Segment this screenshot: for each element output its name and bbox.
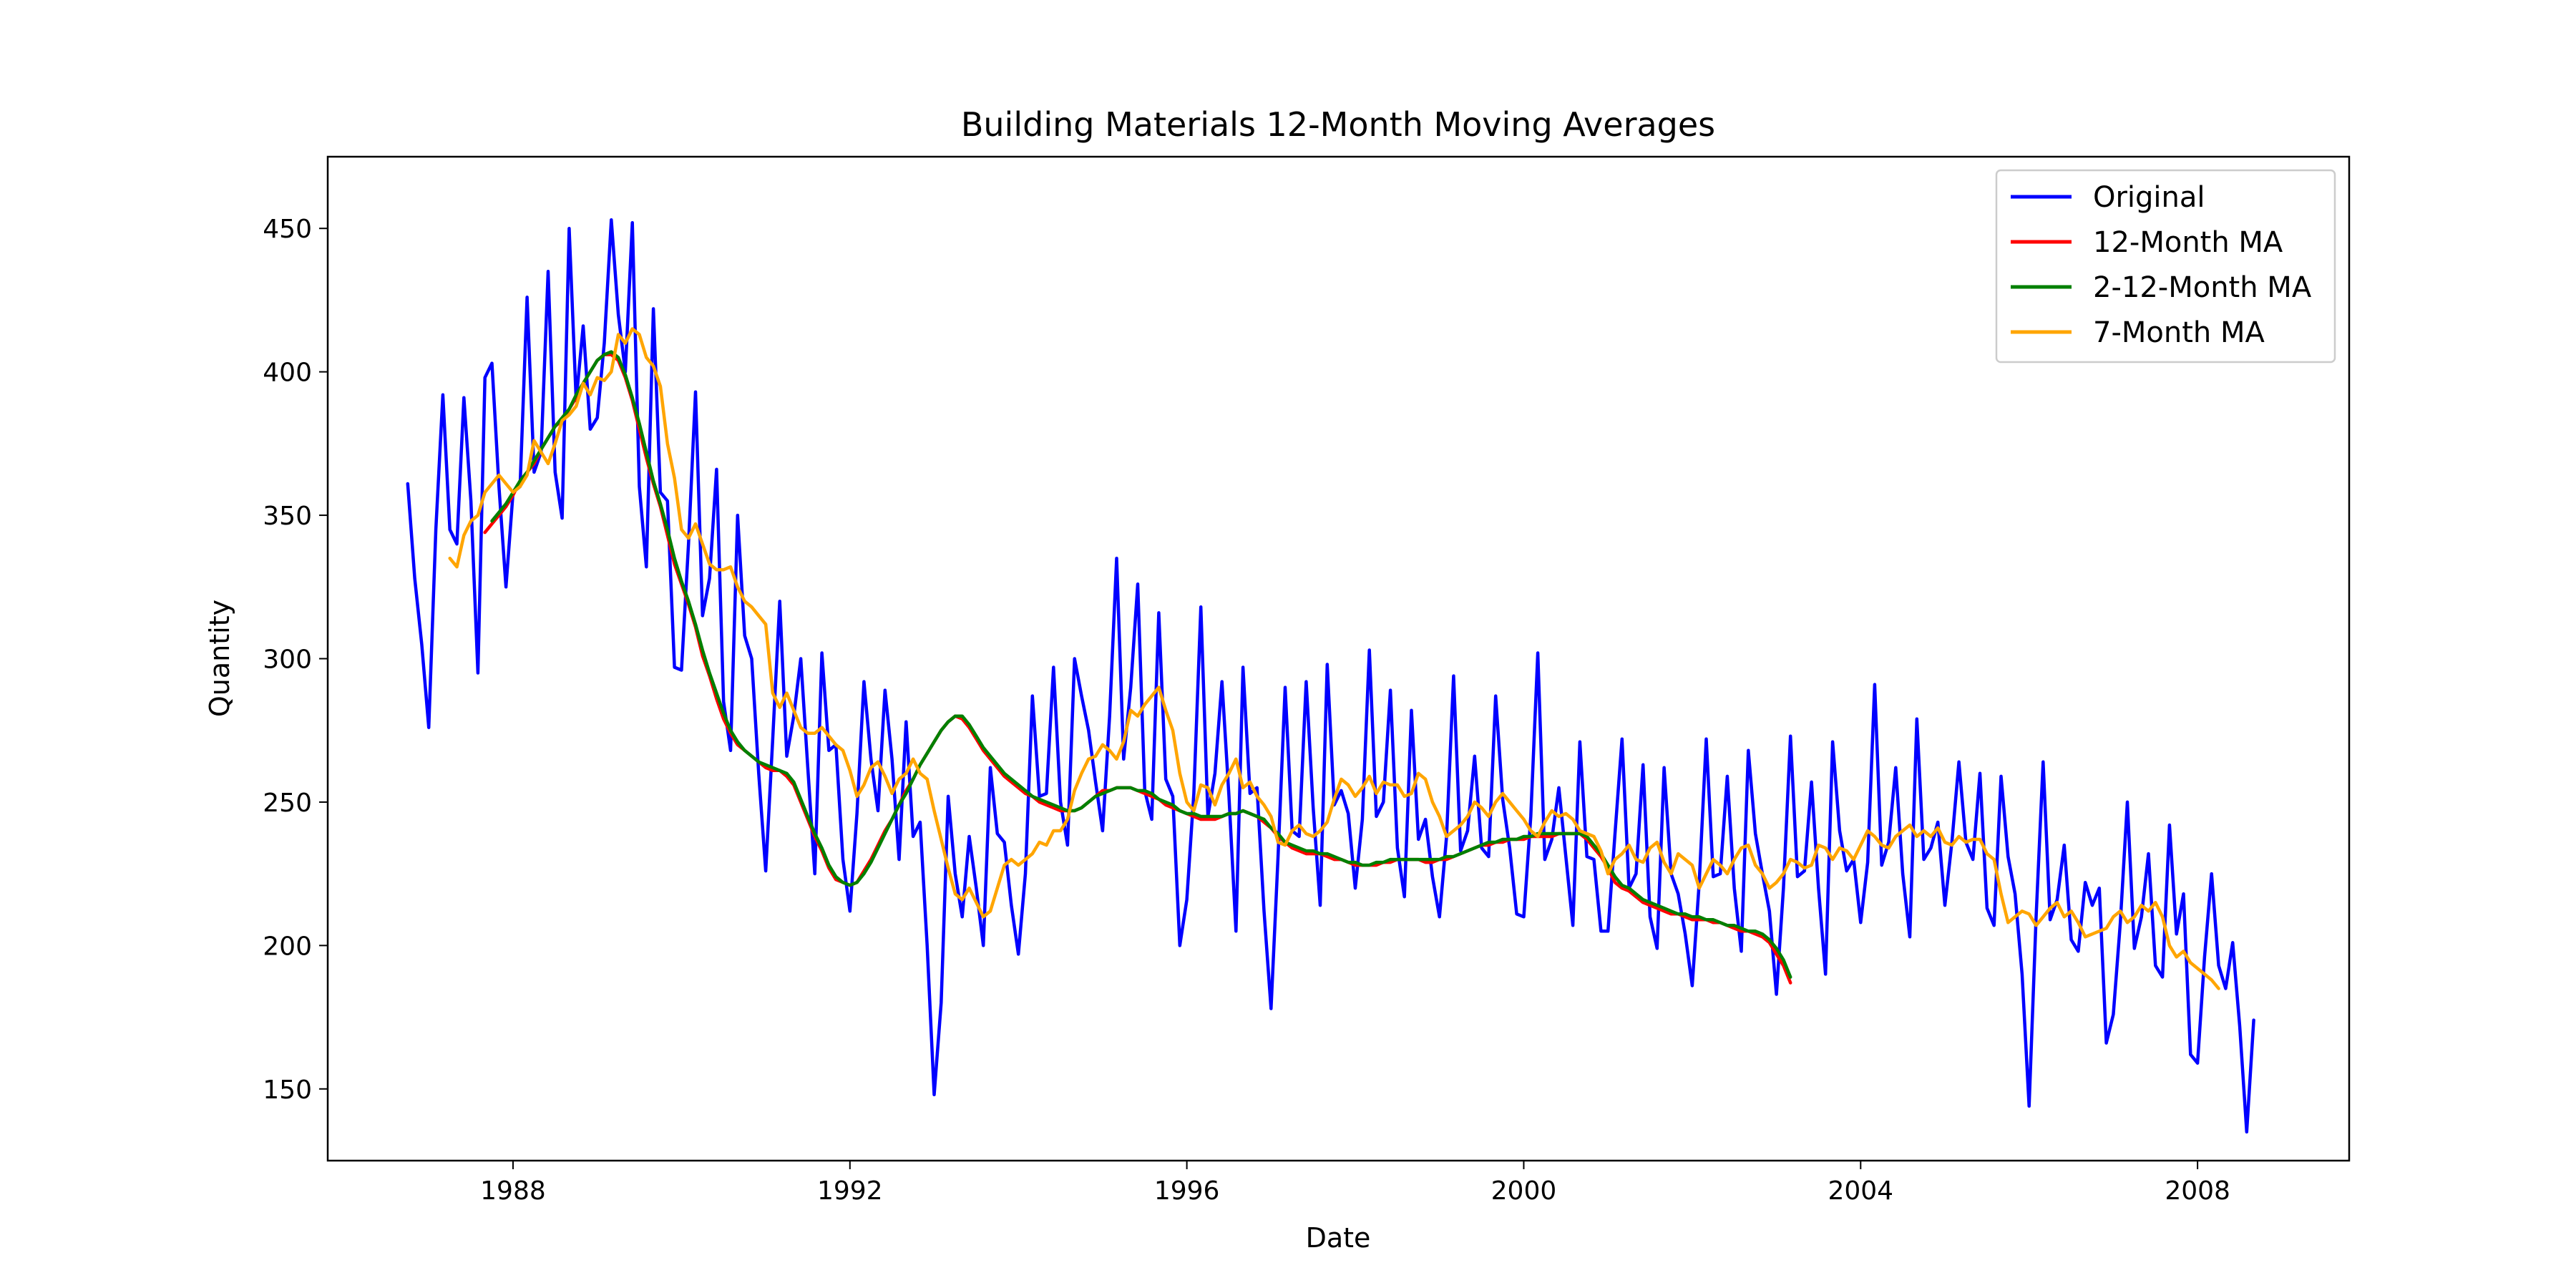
series-line-original bbox=[406, 218, 2255, 1134]
x-tick-label: 1992 bbox=[817, 1176, 883, 1206]
y-tick-label: 350 bbox=[263, 502, 312, 531]
legend-label-7-month-ma: 7-Month MA bbox=[2093, 316, 2265, 349]
series-line-2-12-month-ma bbox=[490, 350, 1792, 979]
y-axis-label: Quantity bbox=[204, 600, 235, 717]
legend-box bbox=[1995, 169, 2336, 364]
legend: Original 12-Month MA 2-12-Month MA 7-Month … bbox=[1995, 169, 2336, 364]
x-axis-label: Date bbox=[1306, 1222, 1371, 1254]
legend-label-original: Original bbox=[2093, 181, 2205, 214]
y-tick-label: 450 bbox=[263, 215, 312, 244]
x-tick-label: 1996 bbox=[1154, 1176, 1220, 1206]
chart-title: Building Materials 12-Month Moving Avera… bbox=[961, 105, 1715, 144]
x-tick-label: 2004 bbox=[1828, 1176, 1893, 1206]
legend-label-12-month-ma: 12-Month MA bbox=[2093, 226, 2283, 259]
x-tick-label: 1988 bbox=[480, 1176, 546, 1206]
y-tick-label: 400 bbox=[263, 358, 312, 388]
x-axis: 1988 1992 1996 2000 2004 2008 bbox=[480, 1161, 2230, 1206]
y-tick-label: 200 bbox=[263, 932, 312, 961]
series-lines bbox=[406, 218, 2255, 1134]
y-tick-label: 150 bbox=[263, 1075, 312, 1105]
series-line-7-month-ma bbox=[448, 327, 2220, 990]
legend-items: Original 12-Month MA 2-12-Month MA 7-Month … bbox=[2011, 181, 2312, 349]
y-tick-label: 250 bbox=[263, 789, 312, 818]
legend-label-2-12-month-ma: 2-12-Month MA bbox=[2093, 271, 2312, 304]
x-tick-label: 2000 bbox=[1491, 1176, 1557, 1206]
y-tick-label: 300 bbox=[263, 645, 312, 675]
y-axis: 150 200 250 300 350 400 450 bbox=[263, 215, 328, 1105]
x-tick-label: 2008 bbox=[2165, 1176, 2230, 1206]
